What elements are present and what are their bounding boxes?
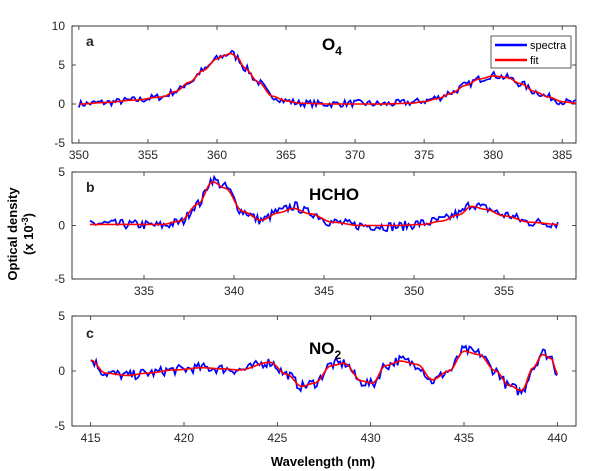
x-tick-label: 350 (404, 284, 424, 298)
x-tick-label: 355 (494, 284, 514, 298)
x-axis-title: Wavelength (nm) (271, 454, 375, 469)
x-tick-label: 370 (345, 148, 365, 162)
y-axis-title: Optical density (5, 187, 20, 281)
x-tick-label: 375 (414, 148, 434, 162)
y-tick-label: 0 (58, 97, 65, 111)
y-tick-label: 0 (58, 364, 65, 378)
y-unit-exponent: -3 (20, 217, 30, 225)
y-tick-label: 10 (52, 19, 66, 33)
fit-line (90, 180, 558, 227)
panel-b: 335 340 345 350 355 -5 0 5 b HCHO (54, 165, 577, 298)
legend: spectra fit (490, 35, 572, 69)
y-tick-label: 0 (58, 219, 65, 233)
x-tick-label: 345 (314, 284, 334, 298)
species-main: NO (309, 339, 335, 358)
y-tick-label: 5 (58, 165, 65, 179)
species-label: NO2 (309, 339, 342, 362)
x-tick-label: 425 (267, 431, 287, 445)
x-tick-label: 360 (207, 148, 227, 162)
x-tick-label: 435 (454, 431, 474, 445)
x-tick-label: 430 (361, 431, 381, 445)
panel-letter: c (86, 325, 94, 341)
x-tick-label: 420 (174, 431, 194, 445)
species-label: HCHO (309, 185, 359, 204)
x-tick-label: 365 (276, 148, 296, 162)
fit-line (78, 52, 577, 105)
x-tick-label: 355 (138, 148, 158, 162)
species-subscript: 4 (335, 44, 342, 58)
y-tick-label: 5 (58, 58, 65, 72)
y-unit-prefix: (x 10 (21, 225, 36, 255)
x-tick-label: 440 (547, 431, 567, 445)
species-main: HCHO (309, 185, 359, 204)
y-axis-unit: (x 10-3) (20, 213, 36, 255)
species-main: O (322, 35, 335, 54)
legend-fit-label: fit (530, 55, 539, 67)
y-tick-label: -5 (54, 419, 65, 433)
x-tick-label: 340 (224, 284, 244, 298)
spectra-line (78, 49, 577, 110)
panel-letter: a (86, 33, 94, 49)
legend-box (490, 35, 572, 69)
y-unit-suffix: ) (21, 213, 36, 217)
x-tick-label: 380 (483, 148, 503, 162)
fit-line (90, 350, 559, 392)
panel-letter: b (86, 179, 95, 195)
species-subscript: 2 (335, 348, 342, 362)
y-tick-label: -5 (54, 272, 65, 286)
y-tick-label: -5 (54, 136, 65, 150)
legend-spectra-label: spectra (530, 40, 567, 52)
axes-frame (71, 171, 577, 280)
x-tick-label: 415 (81, 431, 101, 445)
x-tick-label: 385 (552, 148, 572, 162)
spectra-line (89, 174, 559, 233)
x-tick-label: 335 (134, 284, 154, 298)
x-tick-label: 350 (69, 148, 89, 162)
species-label: O4 (322, 35, 342, 58)
y-tick-label: 5 (58, 309, 65, 323)
axes-frame (71, 315, 577, 427)
panel-c: 415 420 425 430 435 440 -5 0 5 c NO2 (54, 309, 577, 445)
